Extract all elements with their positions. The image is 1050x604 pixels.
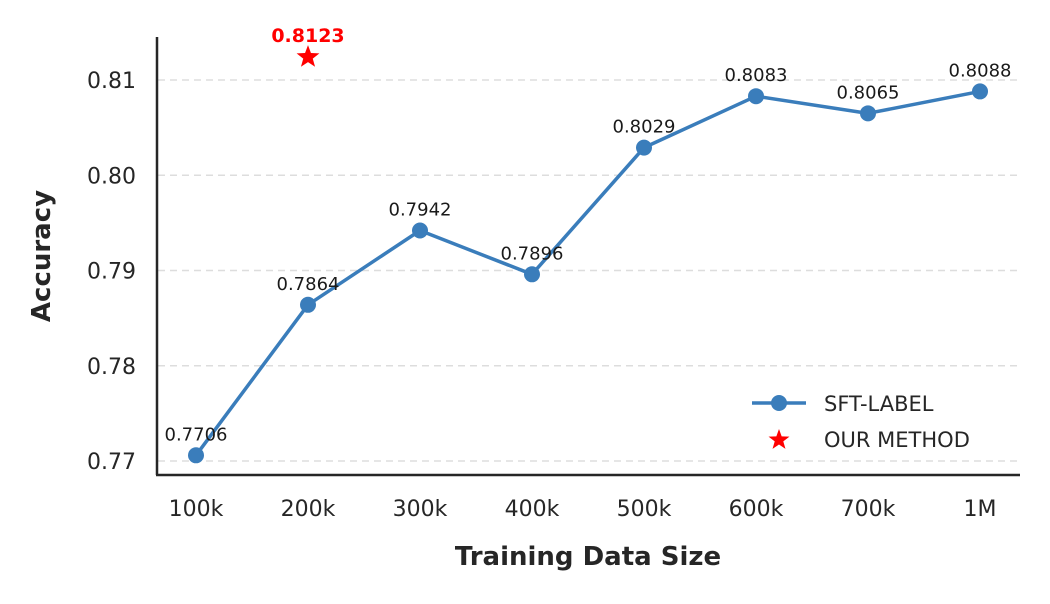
data-point-label: 0.8083 (725, 65, 788, 86)
sft-label-line (194, 89, 981, 457)
x-axis-title: Training Data Size (455, 542, 721, 572)
x-tick-labels: 100k 200k 300k 400k 500k 600k 700k 1M (169, 497, 997, 522)
y-tick-label: 0.80 (87, 164, 136, 189)
legend-item-our-method: OUR METHOD (768, 428, 970, 452)
x-tick-label: 600k (729, 497, 784, 522)
data-point-marker (860, 105, 876, 122)
our-method-star-icon (296, 45, 320, 67)
x-tick-label: 500k (617, 497, 672, 522)
our-method-value-label: 0.8123 (271, 25, 344, 47)
data-point-marker (188, 447, 204, 464)
x-tick-label: 100k (169, 497, 224, 522)
data-point-marker (524, 266, 540, 283)
sft-label-series: 0.7706 0.7864 0.7942 0.7896 0.8029 0.8083 0.80… (165, 60, 1012, 464)
data-point-label: 0.7942 (389, 199, 452, 220)
legend-circle-marker-icon (771, 395, 787, 411)
legend-label-our-method: OUR METHOD (824, 428, 970, 452)
y-tick-label: 0.78 (87, 355, 136, 380)
legend-label-sft-label: SFT-LABEL (824, 392, 934, 416)
y-tick-labels: 0.77 0.78 0.79 0.80 0.81 (87, 69, 136, 475)
y-tick-label: 0.79 (87, 260, 136, 285)
data-point-marker (300, 296, 316, 313)
y-tick-label: 0.81 (87, 69, 136, 94)
legend-item-sft-label: SFT-LABEL (752, 392, 934, 416)
data-point-marker (636, 139, 652, 156)
data-point-label: 0.8029 (613, 117, 676, 138)
x-tick-label: 300k (393, 497, 448, 522)
legend-star-icon (768, 429, 790, 449)
axes (155, 37, 1020, 477)
x-tick-label: 400k (505, 497, 560, 522)
data-point-label: 0.8088 (949, 60, 1012, 81)
data-point-label: 0.7896 (501, 243, 564, 264)
our-method-series: 0.8123 (271, 25, 345, 67)
x-tick-label: 200k (281, 497, 336, 522)
data-point-marker (748, 88, 764, 105)
data-point-label: 0.7706 (165, 424, 228, 445)
data-point-label: 0.8065 (837, 82, 900, 103)
data-point-marker (972, 83, 988, 100)
data-point-label: 0.7864 (277, 274, 340, 295)
x-tick-label: 700k (841, 497, 896, 522)
x-tick-label: 1M (964, 497, 997, 522)
y-tick-label: 0.77 (87, 450, 136, 475)
data-point-marker (412, 222, 428, 239)
y-axis-title: Accuracy (27, 190, 57, 322)
legend: SFT-LABEL OUR METHOD (752, 392, 970, 452)
